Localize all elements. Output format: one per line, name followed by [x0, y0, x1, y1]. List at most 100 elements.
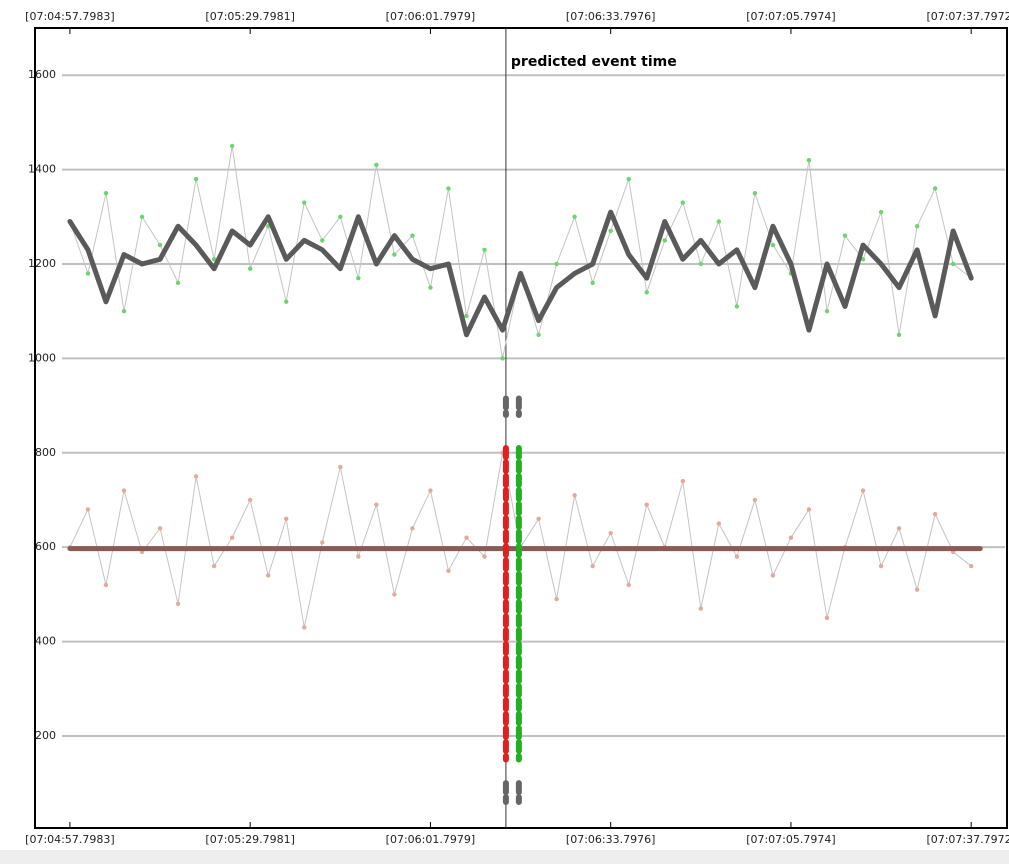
- y-tick-label: 200: [35, 729, 56, 742]
- raw-point: [950, 261, 956, 267]
- raw-point: [788, 535, 794, 540]
- raw-point: [284, 299, 289, 304]
- raw-point: [85, 507, 91, 512]
- raw-point: [608, 530, 613, 536]
- raw-point: [211, 563, 217, 569]
- raw-point: [302, 625, 307, 630]
- raw-point: [464, 535, 469, 540]
- x-tick-label-top: [07:06:01.7979]: [386, 10, 475, 23]
- raw-point: [247, 266, 253, 271]
- x-tick-label-bottom: [07:04:57.7983]: [25, 833, 114, 846]
- raw-point: [734, 554, 740, 559]
- raw-point: [662, 238, 667, 243]
- raw-point: [770, 573, 776, 578]
- raw-point: [121, 488, 127, 493]
- raw-point: [752, 190, 758, 196]
- marks: [67, 28, 983, 828]
- raw-point: [211, 257, 217, 262]
- raw-point: [157, 526, 163, 531]
- status-strip: [0, 850, 1009, 864]
- y-tick-label: 400: [35, 635, 56, 648]
- raw-point: [878, 563, 884, 569]
- raw-point: [193, 176, 199, 182]
- raw-point: [103, 582, 109, 588]
- raw-point: [536, 516, 541, 522]
- raw-point: [554, 261, 559, 267]
- raw-point: [536, 332, 541, 337]
- raw-point: [860, 488, 866, 493]
- raw-point: [572, 493, 577, 498]
- x-tick-label-bottom: [07:06:33.7976]: [566, 833, 655, 846]
- raw-point: [590, 563, 595, 569]
- raw-point: [392, 252, 397, 257]
- raw-point: [806, 507, 812, 512]
- raw-point: [157, 242, 163, 248]
- raw-point: [482, 247, 487, 253]
- x-tick-label-top: [07:07:05.7974]: [746, 10, 835, 23]
- raw-point: [644, 290, 649, 295]
- raw-point: [914, 224, 920, 229]
- x-tick-label-top: [07:05:29.7981]: [205, 10, 294, 23]
- raw-point: [608, 228, 613, 234]
- raw-point: [860, 257, 866, 262]
- raw-point: [464, 313, 469, 319]
- raw-point: [878, 209, 884, 215]
- raw-point: [914, 587, 920, 592]
- raw-point: [284, 516, 289, 522]
- raw-point: [698, 606, 704, 611]
- raw-point: [121, 308, 127, 314]
- raw-point: [229, 143, 235, 149]
- raw-point: [716, 219, 722, 224]
- raw-point: [734, 304, 740, 309]
- raw-point: [139, 214, 145, 219]
- y-tick-label: 800: [35, 446, 56, 459]
- x-tick-label-bottom: [07:06:01.7979]: [386, 833, 475, 846]
- raw-point: [85, 271, 91, 276]
- raw-point: [229, 535, 235, 540]
- raw-point: [175, 601, 181, 607]
- x-tick-label-bottom: [07:05:29.7981]: [205, 833, 294, 846]
- raw-point: [338, 464, 343, 470]
- raw-point: [824, 615, 830, 621]
- raw-point: [374, 162, 379, 168]
- raw-point: [806, 157, 812, 163]
- annotation: predicted event time: [511, 54, 677, 70]
- raw-point: [500, 356, 505, 361]
- raw-point: [698, 261, 704, 267]
- raw-point: [446, 186, 451, 191]
- raw-point: [932, 511, 938, 517]
- raw-point: [644, 502, 649, 507]
- y-tick-label: 1200: [28, 257, 56, 270]
- raw-point: [175, 280, 181, 286]
- grid: [62, 28, 1005, 828]
- raw-point: [716, 521, 722, 526]
- raw-point: [392, 592, 397, 597]
- raw-point: [626, 176, 631, 182]
- raw-point: [896, 332, 902, 337]
- x-tick-label-bottom: [07:07:37.7972]: [926, 833, 1009, 846]
- raw-point: [428, 285, 433, 290]
- y-tick-label: 600: [35, 540, 56, 553]
- raw-point: [103, 190, 109, 196]
- x-tick-label-top: [07:06:33.7976]: [566, 10, 655, 23]
- raw-point: [247, 497, 253, 503]
- raw-point: [356, 554, 361, 559]
- raw-point: [680, 200, 685, 205]
- x-tick-label-bottom: [07:07:05.7974]: [746, 833, 835, 846]
- raw-point: [896, 526, 902, 531]
- x-tick-label-top: [07:04:57.7983]: [25, 10, 114, 23]
- raw-point: [824, 308, 830, 314]
- raw-point: [969, 563, 974, 569]
- y-tick-label: 1600: [28, 68, 56, 81]
- raw-point: [193, 474, 199, 479]
- raw-point: [932, 186, 938, 191]
- raw-point: [752, 497, 758, 503]
- raw-point: [356, 275, 361, 281]
- raw-point: [410, 233, 415, 238]
- raw-point: [626, 582, 631, 588]
- y-tick-label: 1000: [28, 351, 56, 364]
- raw-point: [590, 280, 595, 286]
- smooth-line: [67, 209, 974, 338]
